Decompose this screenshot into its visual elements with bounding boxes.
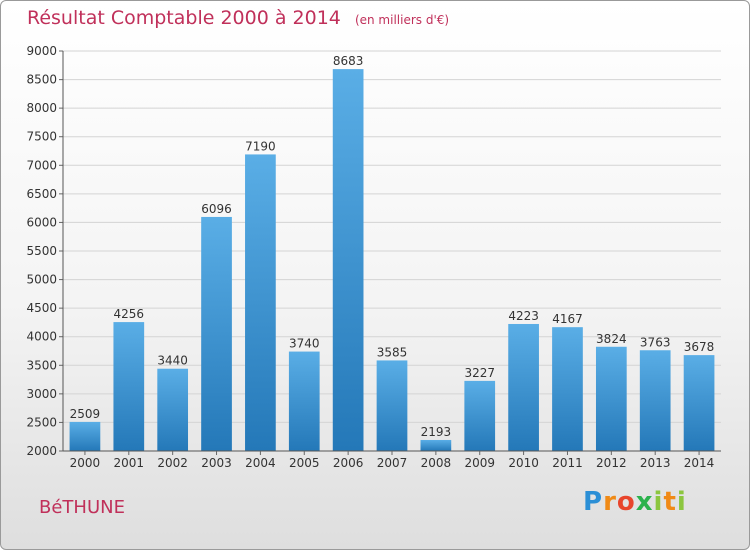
y-tick-label: 5000 bbox=[26, 273, 57, 287]
bar-value-label: 2509 bbox=[70, 407, 101, 421]
y-tick-label: 3000 bbox=[26, 387, 57, 401]
logo-letter: r bbox=[603, 487, 617, 517]
x-tick-label: 2005 bbox=[289, 456, 320, 470]
bar bbox=[245, 154, 276, 451]
x-tick-label: 2009 bbox=[464, 456, 495, 470]
logo-letter: i bbox=[653, 487, 664, 517]
bar-value-label: 3678 bbox=[684, 340, 715, 354]
x-tick-label: 2011 bbox=[552, 456, 583, 470]
bar-value-label: 8683 bbox=[333, 54, 364, 68]
y-tick-label: 6500 bbox=[26, 187, 57, 201]
x-tick-label: 2004 bbox=[245, 456, 276, 470]
bar bbox=[595, 346, 627, 451]
y-tick-label: 4000 bbox=[26, 330, 57, 344]
bar bbox=[464, 380, 496, 451]
bar bbox=[201, 216, 232, 451]
y-tick-label: 2500 bbox=[26, 415, 57, 429]
bar-value-label: 3227 bbox=[464, 366, 495, 380]
logo-letter: t bbox=[663, 487, 677, 517]
y-tick-label: 7500 bbox=[26, 130, 57, 144]
bar-value-label: 3440 bbox=[157, 354, 188, 368]
logo-letter: x bbox=[635, 487, 654, 517]
bar bbox=[157, 368, 189, 451]
chart-title: Résultat Comptable 2000 à 2014 (en milli… bbox=[27, 7, 449, 29]
bar-value-label: 4223 bbox=[508, 309, 539, 323]
bar-value-label: 3585 bbox=[377, 345, 408, 359]
bar bbox=[288, 351, 320, 451]
bar bbox=[376, 360, 408, 451]
bar bbox=[639, 350, 671, 451]
bar-value-label: 3740 bbox=[289, 337, 320, 351]
logo-letter: o bbox=[616, 487, 636, 517]
x-tick-label: 2012 bbox=[596, 456, 627, 470]
bar-value-label: 2193 bbox=[421, 425, 452, 439]
bar-value-label: 7190 bbox=[245, 139, 276, 153]
y-tick-label: 9000 bbox=[26, 44, 57, 58]
chart-title-text: Résultat Comptable 2000 à 2014 bbox=[27, 7, 341, 29]
bar bbox=[332, 69, 364, 451]
y-tick-label: 4500 bbox=[26, 301, 57, 315]
bar bbox=[69, 421, 101, 451]
bar bbox=[113, 322, 145, 451]
y-tick-label: 6000 bbox=[26, 215, 57, 229]
x-tick-label: 2000 bbox=[70, 456, 101, 470]
y-tick-label: 7000 bbox=[26, 158, 57, 172]
bar-value-label: 4256 bbox=[114, 307, 145, 321]
logo-letter: P bbox=[583, 487, 604, 517]
location-label: BéTHUNE bbox=[39, 497, 125, 518]
y-tick-label: 3500 bbox=[26, 358, 57, 372]
y-tick-label: 8000 bbox=[26, 101, 57, 115]
bar bbox=[508, 323, 539, 451]
x-tick-label: 2007 bbox=[377, 456, 408, 470]
chart-subtitle: (en milliers d'€) bbox=[354, 13, 450, 27]
x-tick-label: 2008 bbox=[421, 456, 452, 470]
bar bbox=[552, 327, 583, 451]
x-tick-label: 2010 bbox=[508, 456, 539, 470]
y-tick-label: 5500 bbox=[26, 244, 57, 258]
bar-value-label: 4167 bbox=[552, 312, 583, 326]
x-tick-label: 2006 bbox=[333, 456, 364, 470]
y-tick-label: 2000 bbox=[26, 444, 57, 458]
y-tick-label: 8500 bbox=[26, 73, 57, 87]
logo-letter: i bbox=[676, 487, 687, 517]
bar-value-label: 3763 bbox=[640, 335, 671, 349]
x-tick-label: 2014 bbox=[684, 456, 715, 470]
x-tick-label: 2003 bbox=[201, 456, 232, 470]
bar-value-label: 3824 bbox=[596, 332, 627, 346]
x-tick-label: 2002 bbox=[157, 456, 188, 470]
x-tick-label: 2001 bbox=[114, 456, 145, 470]
bar bbox=[683, 355, 715, 451]
bar-value-label: 6096 bbox=[201, 202, 232, 216]
x-tick-label: 2013 bbox=[640, 456, 671, 470]
proxiti-logo: Proxiti bbox=[583, 487, 687, 517]
bar bbox=[420, 439, 452, 451]
